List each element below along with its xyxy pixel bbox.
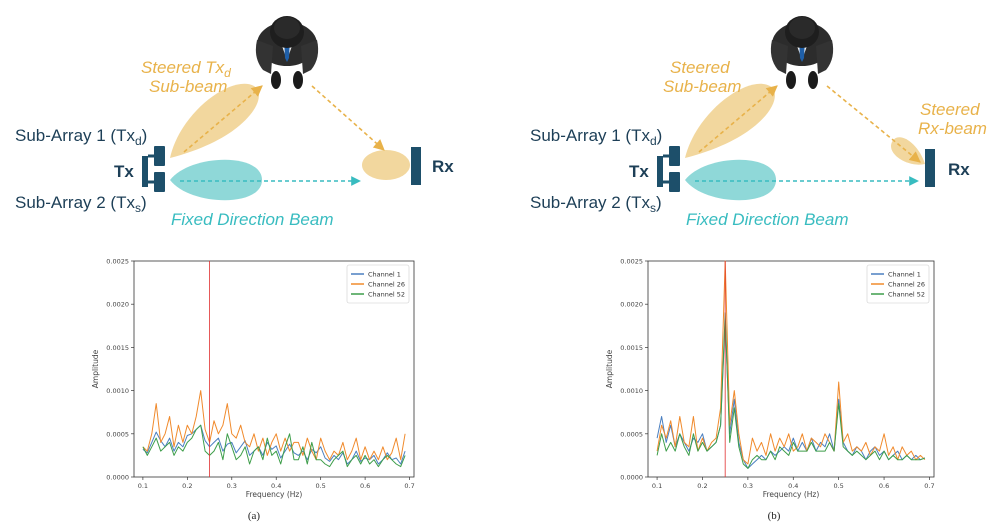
y-axis-label: Amplitude xyxy=(91,349,100,388)
y-tick-label: 0.0025 xyxy=(106,258,129,266)
x-tick-label: 0.2 xyxy=(182,482,192,490)
fixed-direction-beam-b xyxy=(685,159,776,201)
tx-label-b: Tx xyxy=(629,162,649,181)
legend-label: Channel 26 xyxy=(888,280,925,288)
steered-rx-beam-b xyxy=(890,137,925,165)
series-line-channel-26 xyxy=(142,390,406,461)
y-tick-label: 0.0025 xyxy=(620,258,643,266)
x-tick-label: 0.6 xyxy=(879,482,889,490)
y-tick-label: 0.0010 xyxy=(106,387,129,395)
rx-beam-blob-a xyxy=(362,150,410,180)
diagram-panel-b: Steered Sub-beam Steered Rx-beam Sub-Arr… xyxy=(530,16,987,229)
series-line-channel-52 xyxy=(656,312,926,469)
y-tick-label: 0.0005 xyxy=(106,430,129,438)
sub-beam-label-b: Sub-beam xyxy=(663,77,741,96)
y-tick-label: 0.0010 xyxy=(620,387,643,395)
rx-label-a: Rx xyxy=(432,157,454,176)
x-tick-label: 0.1 xyxy=(652,482,662,490)
steered-arrow-b xyxy=(698,85,778,153)
person-top-view-icon xyxy=(255,16,319,89)
sub-array-2-label-b: Sub-Array 2 (Txs) xyxy=(530,193,662,215)
caption-a: (a) xyxy=(248,510,261,522)
y-tick-label: 0.0015 xyxy=(106,344,129,352)
x-tick-label: 0.2 xyxy=(697,482,707,490)
x-tick-label: 0.7 xyxy=(924,482,934,490)
steered-arrow-a xyxy=(183,85,263,153)
y-tick-label: 0.0020 xyxy=(620,301,643,309)
series-line-channel-52 xyxy=(142,424,406,468)
y-tick-label: 0.0020 xyxy=(106,301,129,309)
caption-b: (b) xyxy=(768,510,781,522)
y-tick-label: 0.0015 xyxy=(620,344,643,352)
amplitude-chart-a: 0.0000 0.0005 0.0010 0.0015 0.0020 0.0025 0.1 0… xyxy=(91,258,415,500)
rx-antenna-icon xyxy=(925,149,935,187)
steered-tx-label-a: Steered Txd xyxy=(141,58,231,80)
person-top-view-icon xyxy=(770,16,834,89)
tx-label-a: Tx xyxy=(114,162,134,181)
rx-label-b: Rx xyxy=(948,160,970,179)
y-axis-label: Amplitude xyxy=(605,349,614,388)
legend-label: Channel 1 xyxy=(368,270,401,278)
reflected-arrow-a xyxy=(311,85,385,151)
diagram-panel-a: Steered Txd Sub-beam Sub-Array 1 (Txd) T… xyxy=(15,16,454,229)
series-line-channel-26 xyxy=(656,260,926,465)
series-line-channel-1 xyxy=(142,424,406,465)
x-tick-label: 0.5 xyxy=(315,482,325,490)
rx-antenna-icon xyxy=(411,147,421,185)
fixed-beam-label-b: Fixed Direction Beam xyxy=(686,210,849,229)
x-tick-label: 0.3 xyxy=(227,482,237,490)
legend-label: Channel 52 xyxy=(888,290,925,298)
legend-label: Channel 26 xyxy=(368,280,405,288)
x-axis-label: Frequency (Hz) xyxy=(763,490,820,499)
y-tick-label: 0.0000 xyxy=(106,474,129,482)
sub-array-2-label-a: Sub-Array 2 (Txs) xyxy=(15,193,147,215)
amplitude-chart-b: 0.0000 0.0005 0.0010 0.0015 0.0020 0.0025 0.1 0… xyxy=(605,258,935,500)
x-axis-label: Frequency (Hz) xyxy=(246,490,303,499)
sub-beam-label-a: Sub-beam xyxy=(149,77,227,96)
steered-rx-label-line2-b: Rx-beam xyxy=(918,119,987,138)
fixed-direction-beam-a xyxy=(170,159,262,201)
x-tick-label: 0.3 xyxy=(743,482,753,490)
steered-rx-label-line1-b: Steered xyxy=(920,100,980,119)
reflected-arrow-b xyxy=(826,85,921,163)
x-tick-label: 0.5 xyxy=(833,482,843,490)
steered-sub-beam-a xyxy=(170,83,259,158)
tx-antenna-icon xyxy=(142,146,165,192)
steered-tx-label-b: Steered xyxy=(670,58,730,77)
x-tick-label: 0.4 xyxy=(271,482,281,490)
sub-array-1-label-a: Sub-Array 1 (Txd) xyxy=(15,126,147,148)
y-tick-label: 0.0005 xyxy=(620,430,643,438)
steered-sub-beam-b xyxy=(685,83,775,158)
x-tick-label: 0.7 xyxy=(404,482,414,490)
legend-label: Channel 1 xyxy=(888,270,921,278)
x-tick-label: 0.4 xyxy=(788,482,798,490)
tx-antenna-icon xyxy=(657,146,680,192)
fixed-beam-label-a: Fixed Direction Beam xyxy=(171,210,334,229)
x-tick-label: 0.1 xyxy=(138,482,148,490)
x-tick-label: 0.6 xyxy=(360,482,370,490)
sub-array-1-label-b: Sub-Array 1 (Txd) xyxy=(530,126,662,148)
series-line-channel-1 xyxy=(656,321,926,469)
legend-label: Channel 52 xyxy=(368,290,405,298)
y-tick-label: 0.0000 xyxy=(620,474,643,482)
